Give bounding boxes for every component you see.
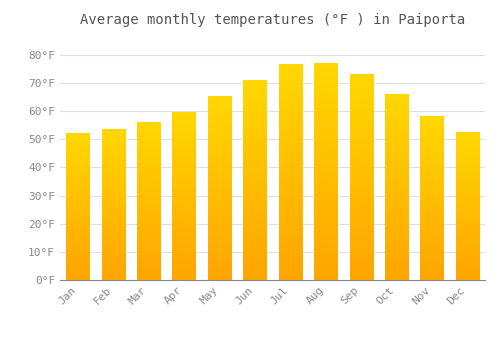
Bar — [314, 63, 337, 280]
Bar — [350, 75, 372, 280]
Bar — [420, 117, 444, 280]
Bar — [244, 80, 266, 280]
Bar — [102, 130, 124, 280]
Bar — [208, 97, 231, 280]
Bar — [278, 64, 301, 280]
Bar — [137, 122, 160, 280]
Title: Average monthly temperatures (°F ) in Paiporta: Average monthly temperatures (°F ) in Pa… — [80, 13, 465, 27]
Bar — [456, 132, 479, 280]
Bar — [66, 134, 89, 280]
Bar — [172, 112, 196, 280]
Bar — [385, 94, 408, 280]
